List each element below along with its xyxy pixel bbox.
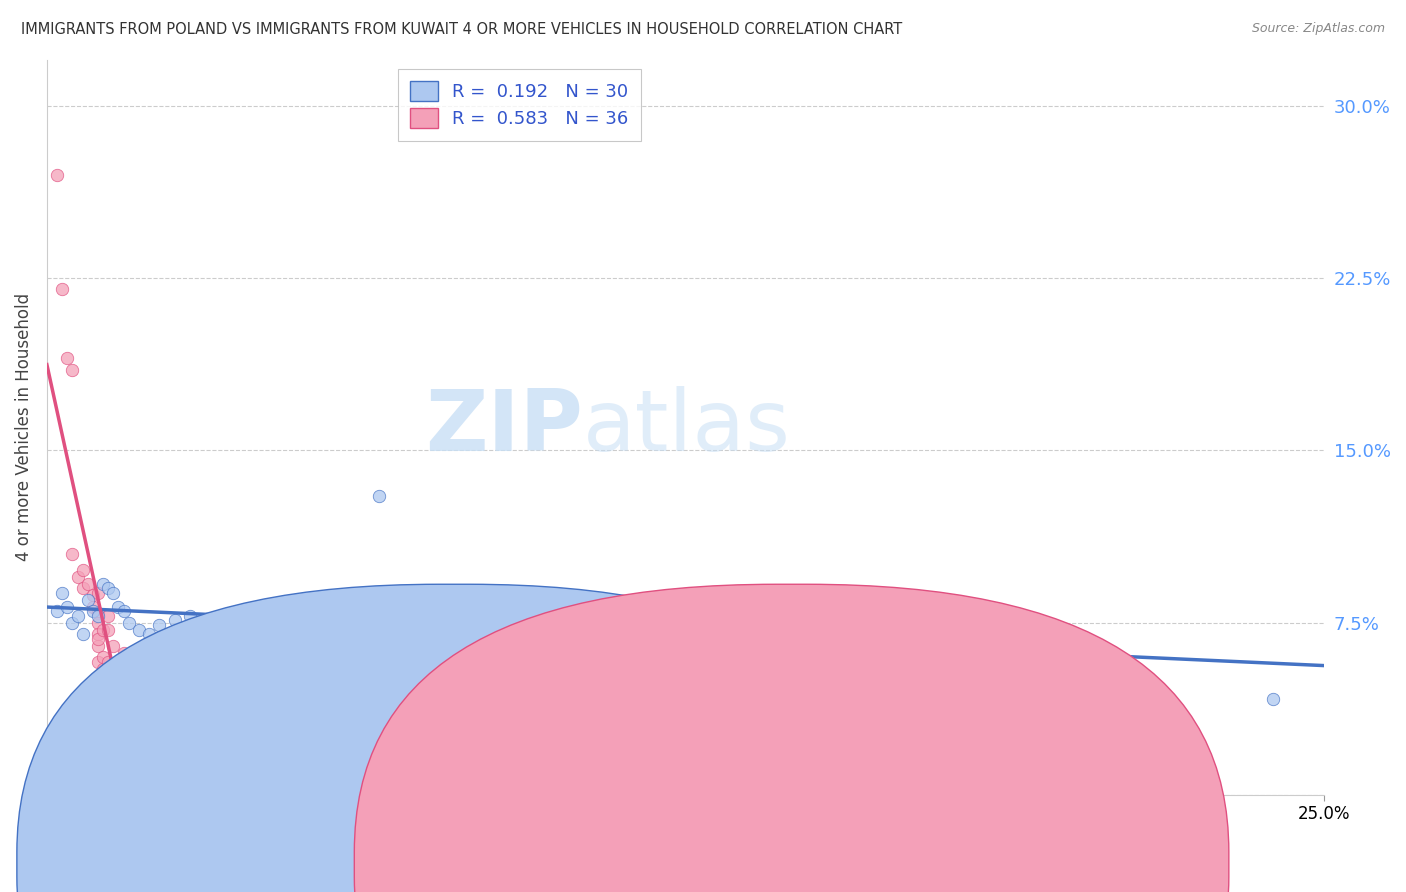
Point bbox=[62, 363, 84, 377]
Point bbox=[87, 696, 110, 710]
Point bbox=[87, 607, 110, 621]
Point bbox=[188, 615, 211, 630]
Point bbox=[82, 588, 104, 602]
Point bbox=[87, 586, 110, 600]
Point bbox=[87, 684, 110, 698]
Point bbox=[72, 581, 94, 595]
Point bbox=[91, 623, 114, 637]
Text: Source: ZipAtlas.com: Source: ZipAtlas.com bbox=[1251, 22, 1385, 36]
Point bbox=[82, 604, 104, 618]
Point bbox=[76, 592, 98, 607]
Point bbox=[97, 608, 120, 623]
Text: Immigrants from Poland: Immigrants from Poland bbox=[474, 857, 658, 871]
Point bbox=[87, 668, 110, 682]
Point bbox=[97, 623, 120, 637]
Point bbox=[91, 650, 114, 665]
Point bbox=[138, 627, 160, 641]
Point bbox=[163, 614, 186, 628]
Point bbox=[107, 700, 129, 714]
Point bbox=[1261, 691, 1284, 706]
Point bbox=[87, 655, 110, 669]
Point bbox=[56, 351, 79, 366]
Point bbox=[751, 615, 773, 630]
Point bbox=[215, 620, 238, 634]
Point bbox=[148, 618, 170, 632]
Y-axis label: 4 or more Vehicles in Household: 4 or more Vehicles in Household bbox=[15, 293, 32, 561]
Point bbox=[103, 639, 125, 653]
Text: ZIP: ZIP bbox=[426, 386, 583, 469]
Point bbox=[76, 576, 98, 591]
Point bbox=[128, 623, 150, 637]
Legend: R =  0.192   N = 30, R =  0.583   N = 36: R = 0.192 N = 30, R = 0.583 N = 36 bbox=[398, 69, 641, 141]
Point bbox=[112, 604, 135, 618]
Text: atlas: atlas bbox=[583, 386, 792, 469]
Point bbox=[117, 662, 139, 676]
Point bbox=[87, 632, 110, 646]
Text: Immigrants from Kuwait: Immigrants from Kuwait bbox=[811, 857, 995, 871]
Point bbox=[91, 662, 114, 676]
Point bbox=[291, 650, 314, 665]
Point bbox=[103, 691, 125, 706]
Point bbox=[240, 632, 263, 646]
Point bbox=[82, 599, 104, 614]
Point bbox=[66, 570, 89, 584]
Point bbox=[46, 168, 69, 182]
Point bbox=[62, 547, 84, 561]
Point bbox=[97, 678, 120, 692]
Point bbox=[138, 673, 160, 687]
Point bbox=[107, 599, 129, 614]
Text: IMMIGRANTS FROM POLAND VS IMMIGRANTS FROM KUWAIT 4 OR MORE VEHICLES IN HOUSEHOLD: IMMIGRANTS FROM POLAND VS IMMIGRANTS FRO… bbox=[21, 22, 903, 37]
Point bbox=[51, 586, 73, 600]
Point bbox=[87, 615, 110, 630]
Point bbox=[87, 627, 110, 641]
Point bbox=[547, 623, 569, 637]
Point bbox=[62, 615, 84, 630]
Point bbox=[103, 586, 125, 600]
Point bbox=[97, 581, 120, 595]
Point bbox=[51, 282, 73, 296]
Point bbox=[904, 627, 927, 641]
Point bbox=[97, 655, 120, 669]
Point bbox=[91, 678, 114, 692]
Point bbox=[72, 627, 94, 641]
Point bbox=[87, 639, 110, 653]
Point bbox=[367, 489, 389, 503]
Point bbox=[179, 608, 201, 623]
Point bbox=[72, 563, 94, 577]
Point bbox=[56, 599, 79, 614]
Point bbox=[91, 576, 114, 591]
Point bbox=[46, 604, 69, 618]
Point bbox=[495, 620, 517, 634]
Point bbox=[87, 608, 110, 623]
Point bbox=[117, 615, 139, 630]
Point bbox=[128, 655, 150, 669]
Point bbox=[66, 608, 89, 623]
Point bbox=[112, 646, 135, 660]
